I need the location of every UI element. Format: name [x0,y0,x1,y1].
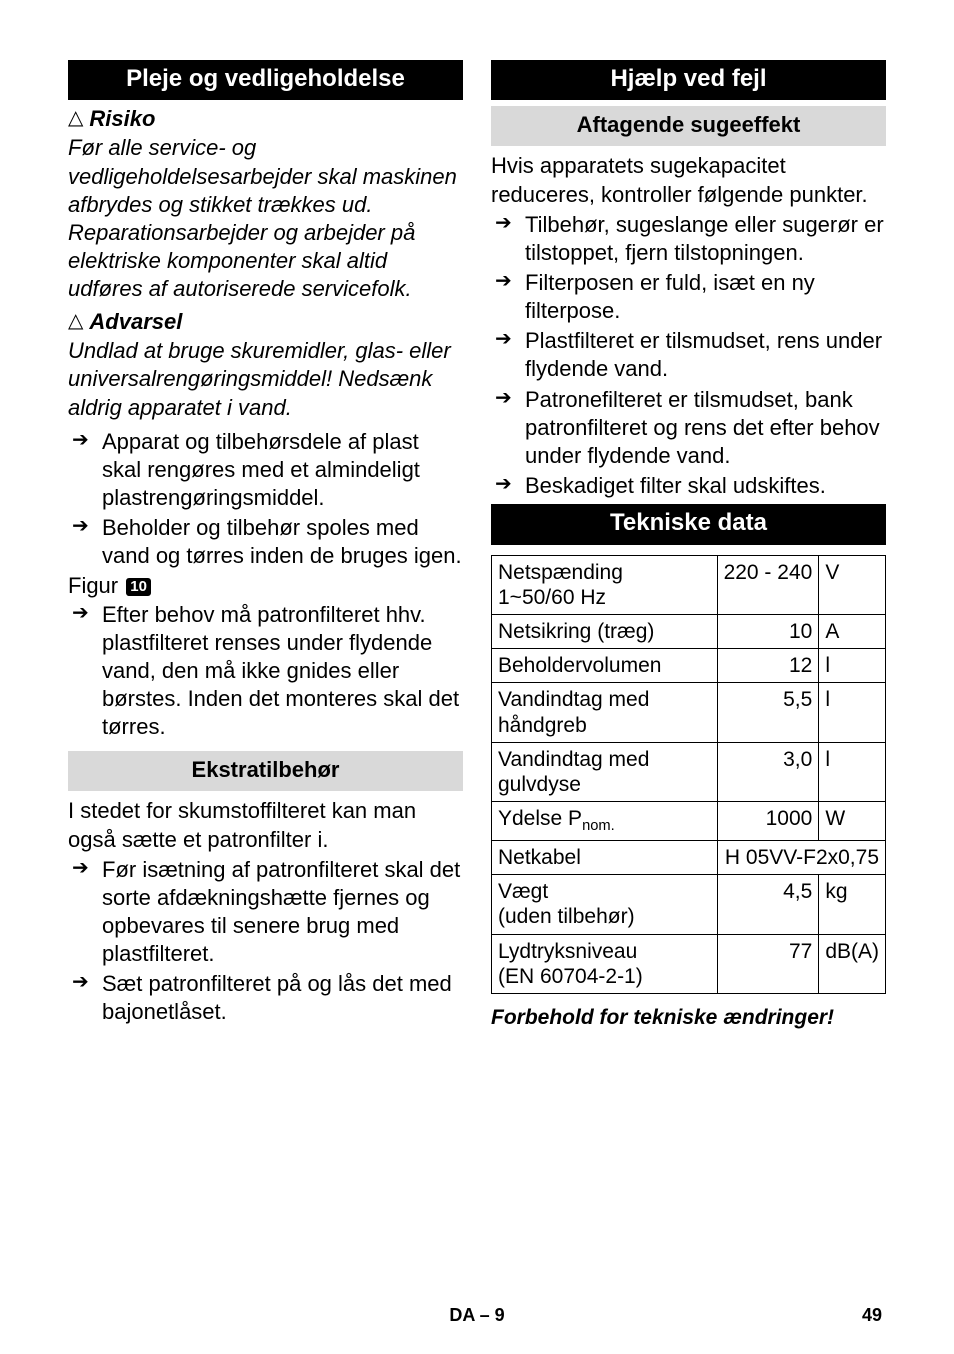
spec-value: 5,5 [717,683,819,742]
spec-label: Vægt(uden tilbehør) [492,875,718,934]
spec-unit: dB(A) [819,934,886,993]
table-row: NetkabelH 05VV-F2x0,75 [492,840,886,874]
spec-unit: l [819,742,886,801]
table-row: Beholdervolumen12l [492,649,886,683]
list-item: Filterposen er fuld, isæt en ny filterpo… [491,269,886,325]
bullet-list-2: Efter behov må patronfilteret hhv. plast… [68,601,463,742]
spec-unit: A [819,615,886,649]
table-row: Netsikring (træg)10A [492,615,886,649]
table-row: Vandindtag med gulvdyse3,0l [492,742,886,801]
extras-intro: I stedet for skumstoffilteret kan man og… [68,797,463,853]
footer-page-number: 49 [862,1305,882,1326]
list-item: Patronefilteret er tilsmudset, bank patr… [491,386,886,470]
figure-number-badge: 10 [126,578,151,597]
help-intro: Hvis apparatets sugekapacitet reduceres,… [491,152,886,208]
figure-label: Figur [68,573,118,598]
spec-label: Vandindtag med gulvdyse [492,742,718,801]
spec-table: Netspænding1~50/60 Hz220 - 240VNetsikrin… [491,555,886,994]
spec-unit: W [819,802,886,841]
spec-value: 3,0 [717,742,819,801]
spec-value: 4,5 [717,875,819,934]
bullet-list-3: Før isætning af patronfilteret skal det … [68,856,463,1027]
spec-unit: l [819,683,886,742]
table-row: Vandindtag med håndgreb5,5l [492,683,886,742]
spec-unit: kg [819,875,886,934]
list-item: Efter behov må patronfilteret hhv. plast… [68,601,463,742]
warn-label: Advarsel [89,309,182,335]
warning-triangle-icon: △ [68,309,83,333]
table-row: Netspænding1~50/60 Hz220 - 240V [492,555,886,614]
right-column: Hjælp ved fejl Aftagende sugeeffekt Hvis… [491,60,886,1030]
risk-heading: △ Risiko [68,106,463,132]
footer-center: DA – 9 [449,1305,504,1326]
warn-text: Undlad at bruge skuremidler, glas- eller… [68,337,463,421]
list-item: Plastfilteret er tilsmudset, rens under … [491,327,886,383]
warn-heading: △ Advarsel [68,309,463,335]
table-row: Lydtryksniveau(EN 60704-2-1)77dB(A) [492,934,886,993]
spec-value: H 05VV-F2x0,75 [717,840,885,874]
risk-text: Før alle service- og vedligeholdelsesarb… [68,134,463,303]
spec-value: 77 [717,934,819,993]
list-item: Beskadiget filter skal udskiftes. [491,472,886,500]
section-heading-techdata: Tekniske data [491,504,886,544]
subsection-heading-suction: Aftagende sugeeffekt [491,106,886,146]
risk-label: Risiko [89,106,155,132]
list-item: Før isætning af patronfilteret skal det … [68,856,463,969]
figure-reference: Figur 10 [68,573,463,599]
help-bullet-list: Tilbehør, sugeslange eller sugerør er ti… [491,211,886,501]
section-heading-maintenance: Pleje og vedligeholdelse [68,60,463,100]
spec-label: Vandindtag med håndgreb [492,683,718,742]
spec-value: 12 [717,649,819,683]
two-column-layout: Pleje og vedligeholdelse △ Risiko Før al… [68,60,886,1030]
table-row: Ydelse Pnom.1000W [492,802,886,841]
spec-unit: l [819,649,886,683]
left-column: Pleje og vedligeholdelse △ Risiko Før al… [68,60,463,1030]
list-item: Beholder og tilbehør spoles med vand og … [68,514,463,570]
section-heading-extras: Ekstratilbehør [68,751,463,791]
list-item: Tilbehør, sugeslange eller sugerør er ti… [491,211,886,267]
section-heading-help: Hjælp ved fejl [491,60,886,100]
spec-value: 10 [717,615,819,649]
spec-label: Beholdervolumen [492,649,718,683]
spec-label: Netkabel [492,840,718,874]
spec-label: Netspænding1~50/60 Hz [492,555,718,614]
spec-label: Netsikring (træg) [492,615,718,649]
tech-footnote: Forbehold for tekniske ændringer! [491,1006,886,1030]
spec-value: 220 - 240 [717,555,819,614]
spec-value: 1000 [717,802,819,841]
list-item: Sæt patronfilteret på og lås det med baj… [68,970,463,1026]
warning-triangle-icon: △ [68,106,83,130]
spec-label: Lydtryksniveau(EN 60704-2-1) [492,934,718,993]
spec-label: Ydelse Pnom. [492,802,718,841]
spec-unit: V [819,555,886,614]
table-row: Vægt(uden tilbehør)4,5kg [492,875,886,934]
list-item: Apparat og tilbehørsdele af plast skal r… [68,428,463,512]
page-footer: DA – 9 49 [0,1305,954,1326]
bullet-list-1: Apparat og tilbehørsdele af plast skal r… [68,428,463,571]
